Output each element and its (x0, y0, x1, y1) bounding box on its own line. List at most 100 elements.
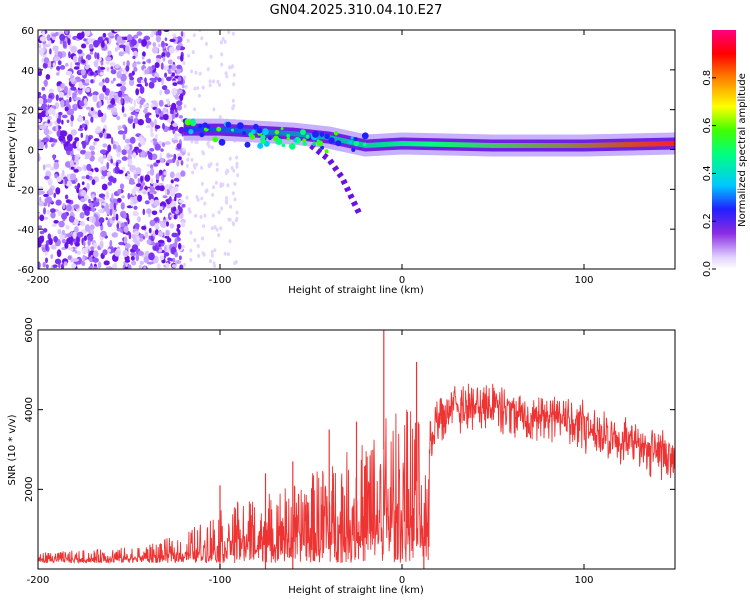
noise-speckle (172, 139, 179, 143)
noise-speckle (138, 264, 142, 269)
noise-speckle (112, 208, 115, 215)
noise-speckle (160, 148, 164, 152)
noise-speckle (208, 83, 212, 88)
noise-speckle (80, 189, 87, 197)
noise-speckle (81, 181, 85, 185)
noise-speckle (52, 62, 56, 68)
signal-blob (353, 140, 360, 147)
noise-speckle (220, 62, 224, 67)
noise-speckle (191, 50, 195, 55)
noise-speckle (98, 209, 103, 213)
noise-speckle (221, 37, 225, 41)
noise-speckle (201, 251, 205, 256)
noise-speckle (201, 236, 204, 241)
noise-speckle (105, 190, 110, 199)
noise-speckle (205, 188, 209, 193)
noise-speckle (98, 100, 102, 108)
noise-speckle (110, 80, 114, 84)
colorbar-tick-label: 0.4 (702, 165, 713, 181)
noise-speckle (168, 46, 175, 54)
noise-speckle (151, 121, 155, 128)
noise-speckle (146, 208, 152, 215)
signal-blob (260, 138, 267, 144)
noise-speckle (73, 218, 79, 226)
noise-speckle (181, 84, 185, 89)
noise-speckle (76, 32, 84, 40)
noise-speckle (132, 55, 136, 60)
noise-speckle (45, 110, 49, 116)
noise-speckle (234, 218, 238, 223)
noise-speckle (93, 138, 100, 142)
noise-speckle (155, 173, 160, 181)
noise-speckle (85, 134, 89, 143)
noise-speckle (179, 264, 184, 269)
noise-speckle (134, 223, 140, 229)
noise-speckle (72, 258, 79, 262)
noise-speckle (38, 91, 42, 97)
noise-speckle (158, 249, 163, 253)
noise-speckle (128, 72, 133, 78)
noise-speckle (64, 106, 69, 112)
noise-speckle (48, 94, 53, 99)
noise-speckle (176, 64, 183, 70)
noise-speckle (43, 57, 50, 64)
noise-speckle (38, 97, 44, 105)
noise-speckle (180, 54, 184, 62)
noise-speckle (62, 202, 66, 210)
noise-speckle (126, 34, 133, 42)
noise-speckle (210, 253, 214, 258)
noise-speckle (69, 159, 74, 166)
noise-speckle (146, 163, 151, 167)
noise-speckle (64, 233, 67, 239)
noise-speckle (79, 212, 85, 219)
y-tick-label: 2000 (24, 477, 35, 502)
noise-speckle (44, 142, 48, 149)
noise-speckle (193, 86, 197, 91)
noise-speckle (194, 70, 198, 75)
noise-speckle (65, 225, 70, 230)
y-tick-label: 40 (21, 66, 34, 77)
noise-speckle (123, 113, 127, 118)
noise-speckle (85, 106, 91, 110)
noise-speckle (85, 58, 89, 66)
noise-speckle (108, 104, 114, 108)
noise-speckle (137, 178, 140, 184)
noise-speckle (87, 170, 93, 176)
noise-speckle (120, 202, 125, 210)
signal-blob (244, 141, 251, 148)
noise-speckle (131, 260, 137, 266)
noise-speckle (39, 36, 47, 42)
noise-speckle (88, 43, 94, 50)
noise-speckle (114, 47, 118, 52)
noise-speckle (130, 115, 134, 119)
noise-speckle (102, 32, 107, 38)
colorbar-tick-label: 0.2 (702, 213, 713, 229)
noise-speckle (139, 260, 145, 265)
noise-speckle (107, 98, 111, 106)
noise-speckle (66, 134, 73, 142)
noise-speckle (172, 257, 176, 263)
noise-speckle (172, 82, 178, 86)
colorbar-gradient (712, 30, 736, 269)
noise-speckle (133, 172, 138, 179)
noise-speckle (163, 252, 170, 257)
noise-speckle (99, 149, 107, 154)
noise-speckle (70, 129, 78, 136)
noise-speckle (133, 200, 137, 205)
noise-speckle (51, 143, 54, 148)
noise-speckle (59, 130, 67, 137)
noise-speckle (43, 207, 46, 215)
noise-speckle (147, 58, 151, 64)
noise-speckle (93, 242, 97, 249)
noise-speckle (69, 173, 77, 181)
noise-speckle (39, 230, 45, 235)
noise-speckle (166, 237, 172, 243)
noise-speckle (78, 56, 82, 65)
y-tick-label: 6000 (24, 317, 35, 342)
noise-speckle (82, 141, 86, 149)
noise-speckle (106, 67, 110, 72)
noise-speckle (84, 206, 91, 211)
noise-speckle (162, 195, 168, 199)
noise-speckle (82, 254, 86, 262)
noise-speckle (175, 260, 182, 264)
